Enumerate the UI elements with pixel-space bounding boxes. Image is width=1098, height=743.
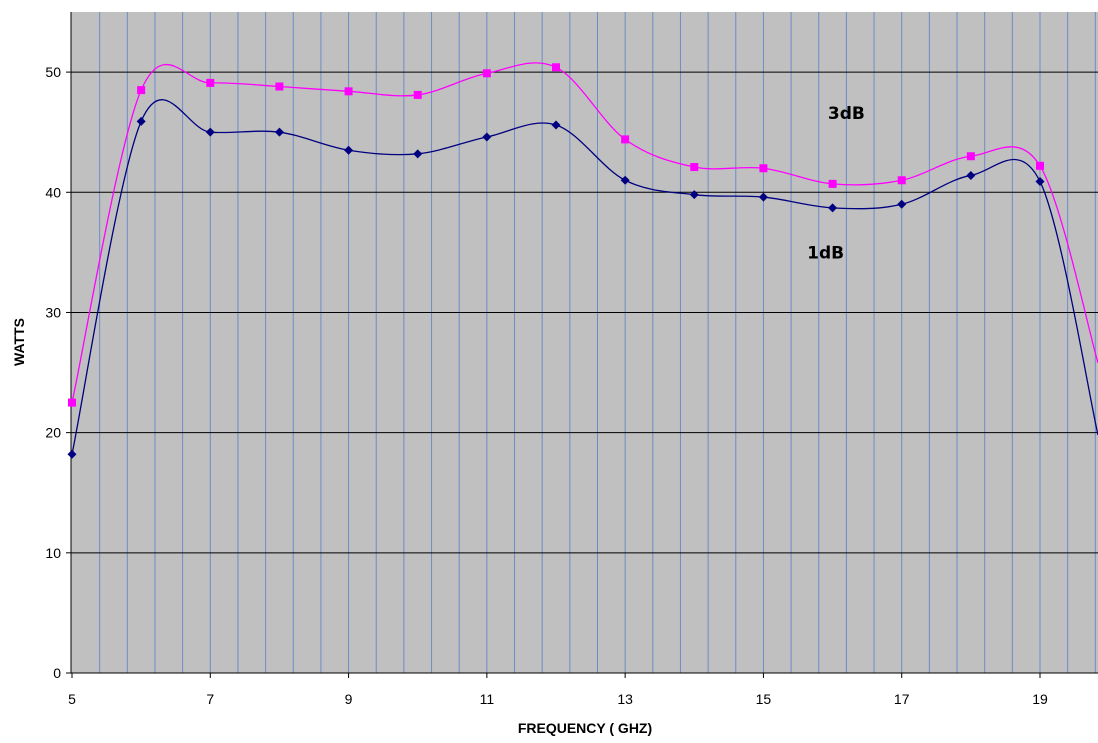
data-point-3db [828, 179, 837, 188]
x-tick-label: 5 [68, 691, 76, 707]
data-point-1db [551, 120, 561, 130]
y-tick-label: 10 [45, 545, 61, 561]
data-point-1db [758, 192, 768, 202]
data-point-1db [67, 449, 77, 459]
x-tick-label: 11 [480, 691, 495, 707]
series-1db [67, 99, 1098, 459]
data-point-1db [413, 149, 423, 159]
series-3db [68, 62, 1098, 407]
data-point-1db [136, 116, 146, 126]
y-tick-label: 20 [45, 425, 61, 441]
data-point-3db [1036, 161, 1044, 170]
y-tick-label: 40 [45, 184, 61, 200]
data-point-3db [137, 86, 146, 95]
data-point-3db [897, 176, 906, 185]
annotation-label: 3dB [828, 104, 865, 124]
annotations: 3dB 1dB [807, 104, 865, 263]
y-tick-label: 0 [53, 665, 61, 681]
data-point-3db [68, 398, 76, 407]
data-point-3db [966, 152, 975, 161]
major-gridlines [71, 71, 1098, 554]
data-point-1db [344, 145, 354, 155]
data-point-3db [413, 90, 422, 99]
axes [70, 12, 1098, 674]
x-tick-label: 15 [756, 691, 772, 707]
minor-gridlines [99, 12, 1096, 673]
x-tick-label: 13 [617, 691, 633, 707]
y-tick-labels: 0 10 20 30 40 50 [45, 64, 71, 681]
x-tick-label: 19 [1032, 691, 1048, 707]
data-point-1db [620, 175, 630, 185]
x-tick-label: 9 [345, 691, 353, 707]
data-point-1db [966, 170, 976, 180]
annotation-label: 1dB [807, 243, 844, 263]
series-layer [67, 62, 1098, 459]
data-point-1db [482, 132, 492, 142]
data-point-1db [274, 127, 284, 137]
series-line-3db [71, 62, 1098, 403]
y-tick-label: 50 [45, 64, 61, 80]
data-point-3db [621, 135, 630, 144]
data-point-1db [897, 199, 907, 209]
plot-area [71, 12, 1098, 673]
data-point-1db [1035, 176, 1045, 186]
data-point-3db [275, 82, 284, 91]
y-axis-title: WATTS [11, 318, 27, 366]
x-tick-labels: 5 7 9 11 13 15 17 19 [68, 673, 1048, 707]
data-point-3db [552, 63, 560, 72]
data-point-3db [206, 78, 215, 87]
data-point-3db [690, 163, 699, 172]
y-tick-label: 30 [45, 304, 61, 320]
x-tick-label: 17 [894, 691, 910, 707]
data-point-1db [205, 127, 215, 137]
data-point-1db [689, 190, 699, 200]
data-point-1db [828, 203, 838, 213]
data-point-3db [759, 164, 768, 173]
data-point-3db [344, 87, 353, 96]
x-tick-label: 7 [206, 691, 214, 707]
data-point-3db [482, 69, 491, 78]
x-axis-title: FREQUENCY ( GHZ) [518, 720, 652, 736]
